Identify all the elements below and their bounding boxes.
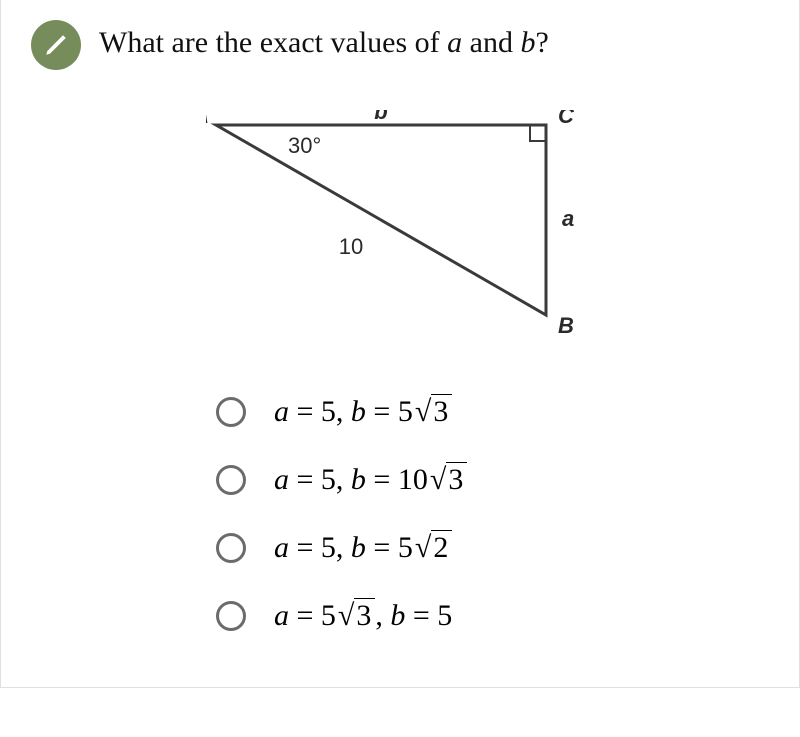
answer-option[interactable]: a = 5, b = 10√3 — [216, 463, 769, 497]
answer-option[interactable]: a = 5, b = 5√3 — [216, 395, 769, 429]
q-var-b: b — [520, 26, 535, 59]
svg-text:30°: 30° — [288, 133, 321, 158]
svg-text:b: b — [374, 110, 387, 124]
triangle-svg: A C Bb a 30° 10 — [206, 110, 616, 340]
radio-button[interactable] — [216, 397, 246, 427]
svg-text:B: B — [558, 313, 574, 338]
question-header: What are the exact values of a and b? — [31, 20, 769, 70]
answer-option[interactable]: a = 5√3, b = 5 — [216, 599, 769, 633]
svg-text:A: A — [206, 110, 209, 128]
q-suffix: ? — [535, 26, 548, 59]
q-var-a: a — [447, 26, 462, 59]
option-text: a = 5, b = 10√3 — [274, 463, 467, 497]
svg-text:C: C — [558, 110, 575, 128]
question-card: What are the exact values of a and b? A C… — [0, 0, 800, 688]
option-text: a = 5, b = 5√2 — [274, 531, 452, 565]
answer-option[interactable]: a = 5, b = 5√2 — [216, 531, 769, 565]
question-text: What are the exact values of a and b? — [99, 26, 549, 60]
q-mid: and — [462, 26, 520, 59]
triangle-diagram: A C Bb a 30° 10 — [206, 110, 769, 345]
answer-options: a = 5, b = 5√3 a = 5, b = 10√3 a = 5, b = … — [216, 395, 769, 633]
option-text: a = 5, b = 5√3 — [274, 395, 452, 429]
radio-button[interactable] — [216, 601, 246, 631]
svg-text:a: a — [562, 206, 574, 231]
q-prefix: What are the exact values of — [99, 26, 447, 59]
radio-button[interactable] — [216, 533, 246, 563]
pencil-icon — [31, 20, 81, 70]
option-text: a = 5√3, b = 5 — [274, 599, 452, 633]
radio-button[interactable] — [216, 465, 246, 495]
svg-text:10: 10 — [339, 234, 363, 259]
